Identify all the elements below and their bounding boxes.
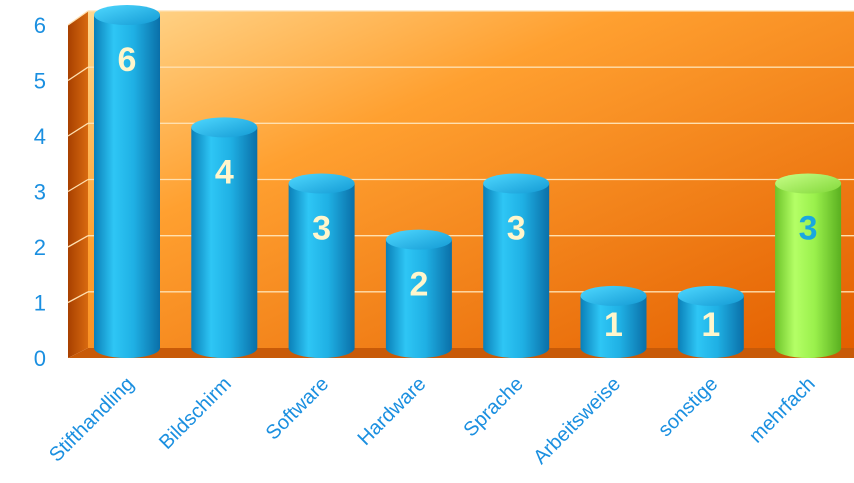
bar-body [483, 183, 550, 358]
y-tick-label: 5 [34, 69, 46, 94]
bar-value-label: 3 [799, 210, 818, 248]
x-tick-label: Arbeitsweise [529, 373, 625, 469]
x-tick-label: sonstige [654, 373, 722, 441]
bar [775, 173, 842, 358]
y-tick-label: 6 [34, 13, 46, 38]
bar-value-label: 1 [701, 306, 720, 344]
bar-top [288, 173, 355, 194]
gridline-side [67, 291, 89, 304]
bar-body [580, 295, 647, 358]
bar-top [94, 5, 160, 25]
bar [677, 285, 744, 358]
x-axis-tick-labels: Stifthandling Bildschirm Software Hardware S… [45, 373, 819, 469]
x-tick-label: Hardware [354, 373, 431, 450]
bar [94, 5, 160, 358]
chart-bars [94, 5, 842, 358]
y-tick-label: 1 [34, 291, 46, 316]
bar [483, 173, 550, 358]
y-tick-label: 3 [34, 180, 46, 205]
bar-value-label: 6 [118, 41, 137, 79]
bar-top [775, 173, 842, 194]
bar [288, 173, 355, 358]
x-tick-label: Stifthandling [45, 373, 138, 466]
x-tick-label: mehrfach [745, 373, 820, 448]
bar-value-labels: 6 4 3 2 3 1 1 3 [118, 41, 818, 344]
bar [191, 117, 258, 358]
y-axis-tick-labels: 0 1 2 3 4 5 6 [34, 13, 46, 371]
gridline-side [67, 10, 89, 26]
bar-value-label: 3 [507, 210, 526, 248]
bar-body [775, 183, 842, 358]
bar-value-label: 2 [409, 266, 428, 304]
bar-body [288, 183, 355, 358]
bar-body [94, 15, 160, 358]
bar-body [385, 239, 452, 358]
bar-value-label: 3 [312, 210, 331, 248]
bar-value-label: 1 [604, 306, 623, 344]
gridline-side [67, 235, 89, 248]
bar-top [580, 285, 647, 306]
bar [580, 285, 647, 358]
y-tick-label: 4 [34, 124, 46, 149]
x-tick-label: Sprache [459, 373, 527, 441]
chart-floor [68, 348, 854, 358]
gridline-side [67, 122, 89, 137]
gridline-side [67, 178, 89, 193]
bar-value-label: 4 [215, 153, 234, 191]
bar-top [483, 173, 550, 194]
bar-body [191, 127, 258, 358]
bar [385, 229, 452, 358]
gridline-side [67, 66, 89, 82]
bar-top [191, 117, 258, 138]
bar-top [677, 285, 744, 306]
chart-side-wall [68, 11, 88, 358]
y-tick-label: 2 [34, 235, 46, 260]
x-tick-label: Software [262, 373, 333, 444]
y-tick-label: 0 [34, 346, 46, 371]
bar-top [385, 229, 452, 250]
x-tick-label: Bildschirm [155, 373, 236, 454]
bar-body [677, 295, 744, 358]
